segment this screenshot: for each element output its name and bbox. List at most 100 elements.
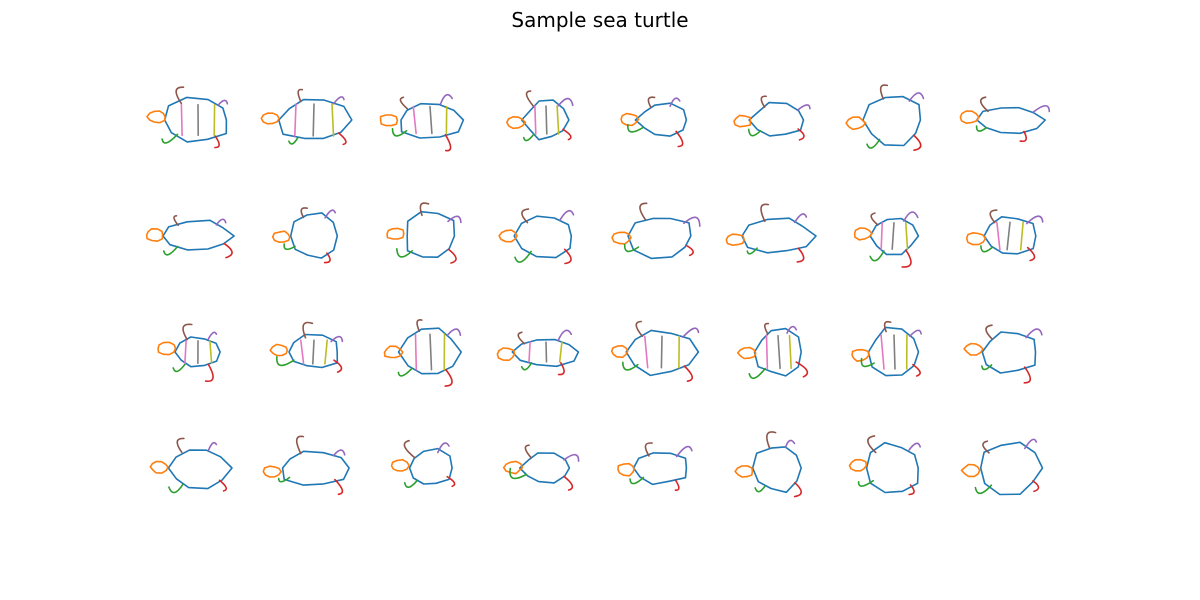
turtle-sketch bbox=[502, 444, 580, 491]
shell-pattern-stroke bbox=[1006, 221, 1011, 251]
shell-pattern-stroke bbox=[412, 105, 417, 135]
flipper-stroke bbox=[444, 369, 453, 387]
flipper-stroke bbox=[1023, 366, 1032, 384]
flipper-stroke bbox=[521, 208, 530, 224]
turtle-sketch bbox=[610, 320, 700, 382]
turtle-sketch bbox=[734, 431, 803, 498]
head-stroke bbox=[611, 231, 632, 245]
head-stroke bbox=[960, 463, 981, 478]
shell-pattern-stroke bbox=[300, 339, 305, 365]
flipper-stroke bbox=[867, 435, 877, 454]
flipper-stroke bbox=[908, 442, 921, 451]
flipper-stroke bbox=[163, 245, 179, 256]
shell-stroke bbox=[520, 99, 570, 141]
flipper-stroke bbox=[869, 250, 885, 262]
flipper-stroke bbox=[334, 478, 344, 496]
shell-pattern-stroke bbox=[545, 341, 548, 363]
flipper-stroke bbox=[333, 359, 343, 373]
flipper-stroke bbox=[974, 484, 993, 495]
flipper-stroke bbox=[866, 138, 881, 149]
flipper-stroke bbox=[175, 86, 185, 105]
shell-stroke bbox=[397, 327, 462, 375]
flipper-stroke bbox=[176, 437, 185, 454]
flipper-stroke bbox=[979, 96, 989, 113]
head-stroke bbox=[269, 343, 289, 357]
head-stroke bbox=[271, 230, 291, 243]
flipper-stroke bbox=[870, 212, 879, 226]
flipper-stroke bbox=[520, 362, 533, 371]
flipper-stroke bbox=[563, 248, 572, 265]
shell-pattern-stroke bbox=[528, 341, 531, 363]
flipper-stroke bbox=[557, 362, 565, 376]
flipper-stroke bbox=[644, 442, 653, 457]
head-stroke bbox=[506, 116, 527, 130]
head-stroke bbox=[620, 112, 640, 127]
flipper-stroke bbox=[786, 325, 798, 334]
flipper-stroke bbox=[1032, 480, 1040, 493]
head-stroke bbox=[379, 114, 399, 127]
flipper-stroke bbox=[557, 329, 573, 342]
shell-pattern-stroke bbox=[180, 103, 183, 137]
shell-stroke bbox=[513, 215, 573, 259]
shell-pattern-stroke bbox=[660, 335, 663, 369]
shell-stroke bbox=[519, 452, 571, 484]
flipper-stroke bbox=[403, 479, 418, 489]
shell-stroke bbox=[634, 102, 688, 137]
flipper-stroke bbox=[218, 479, 228, 492]
flipper-stroke bbox=[214, 135, 220, 149]
turtle-sketch bbox=[383, 319, 462, 387]
flipper-stroke bbox=[982, 440, 990, 454]
head-stroke bbox=[617, 462, 635, 477]
flipper-stroke bbox=[332, 449, 346, 457]
flipper-stroke bbox=[975, 125, 988, 132]
shell-pattern-stroke bbox=[893, 334, 896, 370]
flipper-stroke bbox=[903, 211, 919, 222]
flipper-stroke bbox=[883, 320, 892, 333]
turtle-sketch bbox=[851, 320, 922, 377]
turtle-sketch bbox=[620, 96, 688, 148]
turtle-sketch bbox=[959, 96, 1051, 143]
flipper-stroke bbox=[525, 90, 535, 107]
shell-pattern-stroke bbox=[556, 105, 560, 135]
turtle-sketch bbox=[379, 93, 465, 152]
shell-stroke bbox=[289, 212, 339, 259]
flipper-stroke bbox=[980, 245, 993, 253]
flipper-stroke bbox=[797, 128, 805, 141]
turtle-sketch bbox=[269, 321, 344, 373]
flipper-stroke bbox=[296, 435, 305, 455]
flipper-stroke bbox=[623, 243, 640, 253]
turtle-sketch bbox=[498, 208, 575, 265]
turtle-sketch bbox=[146, 86, 229, 149]
shell-pattern-stroke bbox=[644, 335, 649, 369]
flipper-stroke bbox=[439, 93, 453, 105]
flipper-stroke bbox=[517, 331, 526, 345]
flipper-stroke bbox=[437, 442, 450, 454]
flipper-stroke bbox=[760, 203, 770, 223]
flipper-stroke bbox=[403, 439, 416, 459]
flipper-stroke bbox=[682, 327, 700, 338]
head-stroke bbox=[498, 229, 518, 243]
turtle-sketch bbox=[149, 437, 233, 494]
flipper-stroke bbox=[683, 365, 693, 382]
head-stroke bbox=[502, 460, 524, 475]
head-stroke bbox=[262, 465, 282, 478]
flipper-stroke bbox=[562, 128, 572, 141]
turtle-sketch bbox=[506, 90, 574, 142]
flipper-stroke bbox=[204, 363, 214, 383]
flipper-stroke bbox=[332, 96, 345, 105]
shell-pattern-stroke bbox=[788, 334, 792, 370]
turtle-sketch bbox=[262, 435, 350, 496]
flipper-stroke bbox=[324, 209, 336, 219]
shell-pattern-stroke bbox=[545, 105, 548, 135]
head-stroke bbox=[496, 347, 516, 361]
flipper-stroke bbox=[509, 467, 527, 480]
flipper-stroke bbox=[1019, 130, 1028, 143]
flipper-stroke bbox=[207, 441, 218, 451]
head-stroke bbox=[965, 232, 987, 246]
turtle-sketch bbox=[386, 202, 462, 264]
shell-stroke bbox=[408, 447, 453, 485]
flipper-stroke bbox=[522, 133, 535, 142]
flipper-stroke bbox=[330, 335, 344, 343]
shell-pattern-stroke bbox=[880, 222, 883, 250]
turtle-sketch bbox=[157, 323, 221, 383]
